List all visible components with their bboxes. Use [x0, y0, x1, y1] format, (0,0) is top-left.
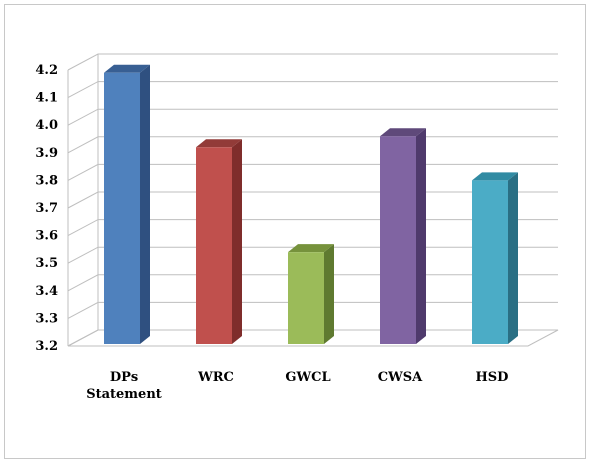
bar-side	[324, 244, 334, 344]
bar-side	[508, 172, 518, 344]
x-axis-labels: DPs Statement WRC GWCL CWSA HSD	[86, 370, 508, 402]
bar-top	[380, 128, 426, 137]
bar	[104, 64, 150, 344]
bar-front	[380, 136, 416, 344]
y-tick-label: 3.2	[35, 339, 58, 354]
chart-frame	[4, 4, 586, 459]
bar-front	[196, 147, 232, 344]
bar-top	[104, 64, 150, 73]
y-tick-label: 3.5	[35, 256, 58, 271]
y-tick-label: 3.8	[35, 173, 58, 188]
y-axis-ticks: 3.2 3.3 3.4 3.5 3.6 3.7 3.8 3.9 4.0 4.1 4.2	[35, 63, 58, 354]
bar-side	[140, 64, 150, 344]
bar-top	[288, 244, 334, 253]
bar	[472, 172, 518, 344]
bar-front	[472, 180, 508, 344]
bar-front	[104, 72, 140, 344]
y-tick-label: 3.6	[35, 229, 58, 244]
bar-top	[472, 172, 518, 181]
bar-top	[196, 139, 242, 148]
x-category-label: GWCL	[285, 370, 330, 385]
bar	[288, 244, 334, 344]
bar-side	[416, 128, 426, 344]
bar-front	[288, 252, 324, 344]
x-category-label: HSD	[476, 370, 509, 385]
bar-side	[232, 139, 242, 344]
gridline	[67, 81, 558, 99]
y-tick-label: 3.3	[35, 311, 58, 326]
y-tick-label: 4.2	[35, 63, 58, 78]
x-category-label: WRC	[197, 370, 234, 385]
gridline	[67, 53, 558, 71]
y-tick-label: 4.0	[35, 118, 58, 133]
bar	[380, 128, 426, 344]
bars	[104, 64, 518, 344]
gridline	[67, 108, 558, 126]
y-tick-label: 4.1	[35, 91, 58, 106]
y-tick-label: 3.7	[35, 201, 58, 216]
y-tick-label: 3.9	[35, 146, 58, 161]
y-tick-label: 3.4	[35, 284, 58, 299]
x-category-label: DPs Statement	[86, 370, 162, 402]
bar	[196, 139, 242, 344]
x-category-label: CWSA	[378, 370, 423, 385]
